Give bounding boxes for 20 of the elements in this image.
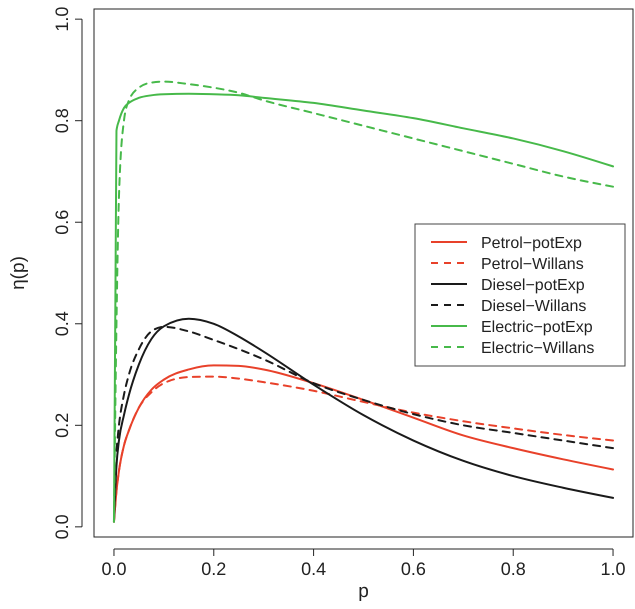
legend-label: Diesel−Willans — [481, 298, 586, 315]
legend-label: Electric−Willans — [481, 340, 594, 357]
y-tick-label: 0.8 — [52, 108, 72, 134]
x-tick-label: 0.8 — [500, 559, 526, 579]
y-tick-label: 0.6 — [52, 210, 72, 235]
legend-label: Petrol−Willans — [481, 256, 584, 273]
legend-label: Electric−potExp — [481, 319, 593, 336]
y-tick-label: 1.0 — [52, 6, 72, 32]
legend-label: Diesel−potExp — [481, 277, 585, 294]
x-tick-label: 0.0 — [101, 559, 126, 579]
y-tick-label: 0.2 — [52, 412, 72, 438]
x-axis-title: p — [358, 581, 369, 602]
x-tick-label: 1.0 — [600, 559, 626, 579]
y-tick-label: 0.4 — [52, 311, 72, 336]
y-tick-label: 0.0 — [52, 514, 72, 540]
legend-label: Petrol−potExp — [481, 235, 582, 252]
y-axis-title: η(p) — [8, 256, 29, 290]
x-tick-label: 0.2 — [201, 559, 226, 579]
x-tick-label: 0.6 — [400, 559, 426, 579]
x-tick-label: 0.4 — [301, 559, 326, 579]
